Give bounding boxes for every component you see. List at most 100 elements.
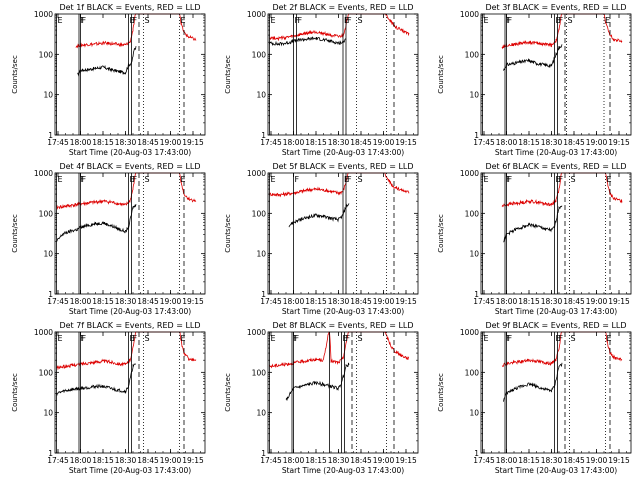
chart-title: Det 4f BLACK = Events, RED = LLD [59, 162, 200, 171]
x-tick-label: 18:15 [92, 297, 114, 306]
series-line [77, 46, 137, 77]
x-axis-label: Start Time (20-Aug-03 17:43:00) [495, 466, 617, 475]
event-marker-label: E [130, 175, 135, 184]
x-tick-label: 18:00 [70, 297, 92, 306]
x-tick-label: 18:45 [563, 456, 585, 465]
event-marker-label: E [556, 175, 561, 184]
y-tick-label: 100 [252, 50, 267, 59]
x-tick-label: 18:45 [350, 297, 372, 306]
event-marker-label: F [346, 334, 351, 343]
x-tick-label: 18:45 [350, 456, 372, 465]
event-marker-label: F [298, 16, 303, 25]
event-marker-label: F [133, 175, 138, 184]
event-marker-label: F [559, 175, 564, 184]
event-marker-label: E [484, 175, 489, 184]
event-marker-label: F [295, 16, 300, 25]
y-tick-label: 1000 [34, 169, 53, 178]
x-tick-label: 18:45 [563, 138, 585, 147]
chart-panel: Det 7f BLACK = Events, RED = LLD Counts/s… [11, 321, 206, 475]
chart-panel: Det 6f BLACK = Events, RED = LLD Counts/s… [437, 162, 632, 316]
x-tick-label: 18:15 [305, 138, 327, 147]
plot-frame [267, 172, 419, 295]
x-tick-label: 18:15 [92, 456, 114, 465]
chart-title: Det 1f BLACK = Events, RED = LLD [59, 3, 200, 12]
x-tick-label: 18:00 [283, 297, 305, 306]
event-marker-label: E [605, 16, 610, 25]
plot-frame [267, 13, 419, 136]
plot-frame [480, 172, 632, 295]
event-marker-label: E [58, 175, 63, 184]
chart-title: Det 9f BLACK = Events, RED = LLD [485, 321, 626, 330]
y-tick-label: 100 [252, 368, 267, 377]
chart-panel: Det 4f BLACK = Events, RED = LLD Counts/s… [11, 162, 206, 316]
y-axis-label: Counts/sec [224, 214, 232, 253]
x-tick-label: 19:15 [182, 138, 204, 147]
x-tick-label: 19:00 [586, 456, 608, 465]
x-tick-label: 18:00 [496, 297, 518, 306]
series-line [503, 205, 563, 243]
x-tick-label: 17:45 [47, 456, 69, 465]
chart-title: Det 8f BLACK = Events, RED = LLD [272, 321, 413, 330]
event-marker-label: E [181, 16, 186, 25]
y-tick-label: 1 [48, 290, 53, 299]
event-marker-label: S [358, 175, 363, 184]
y-tick-label: 10 [43, 91, 53, 100]
event-marker-label: S [358, 16, 363, 25]
event-marker-label: F [80, 175, 85, 184]
event-marker-label: E [58, 16, 63, 25]
x-tick-label: 19:15 [395, 297, 417, 306]
x-tick-label: 18:30 [115, 297, 137, 306]
x-tick-label: 19:15 [182, 297, 204, 306]
x-tick-label: 19:00 [373, 456, 395, 465]
x-tick-label: 19:00 [160, 138, 182, 147]
event-marker-label: E [130, 16, 135, 25]
series-line [56, 331, 197, 371]
x-tick-label: 19:00 [373, 297, 395, 306]
event-marker-label: E [271, 334, 276, 343]
y-tick-label: 1000 [34, 10, 53, 19]
event-marker-label: S [568, 16, 573, 25]
x-tick-label: 18:00 [496, 138, 518, 147]
y-tick-label: 1000 [247, 10, 266, 19]
y-tick-label: 100 [39, 50, 54, 59]
event-marker-label: F [508, 175, 513, 184]
event-marker-label: E [130, 334, 135, 343]
series-line [269, 36, 347, 47]
y-tick-label: 1000 [247, 169, 266, 178]
event-marker-label: F [347, 175, 352, 184]
series-line [269, 172, 410, 198]
event-marker-label: S [358, 334, 363, 343]
event-marker-label: F [133, 334, 138, 343]
x-tick-label: 17:45 [260, 297, 282, 306]
event-marker-label: F [82, 334, 87, 343]
y-tick-label: 1 [261, 449, 266, 458]
x-axis-label: Start Time (20-Aug-03 17:43:00) [282, 466, 404, 475]
x-tick-label: 19:15 [395, 456, 417, 465]
x-tick-label: 19:00 [160, 456, 182, 465]
x-tick-label: 19:15 [608, 456, 630, 465]
event-marker-label: F [506, 16, 511, 25]
y-tick-label: 10 [256, 250, 266, 259]
y-tick-label: 10 [43, 250, 53, 259]
y-tick-label: 100 [39, 209, 54, 218]
event-marker-label: E [607, 334, 612, 343]
x-tick-label: 19:00 [160, 297, 182, 306]
x-tick-label: 18:00 [70, 456, 92, 465]
y-axis-label: Counts/sec [11, 55, 19, 94]
y-tick-label: 100 [465, 368, 480, 377]
event-marker-label: S [145, 334, 150, 343]
plot-frame [54, 13, 206, 136]
event-marker-label: E [181, 334, 186, 343]
chart-title: Det 7f BLACK = Events, RED = LLD [59, 321, 200, 330]
event-marker-label: F [80, 334, 85, 343]
event-marker-label: E [556, 16, 561, 25]
x-tick-label: 19:00 [586, 138, 608, 147]
y-tick-label: 1000 [247, 328, 266, 337]
series-line [56, 204, 137, 242]
x-tick-label: 17:45 [473, 297, 495, 306]
series-line [288, 203, 350, 228]
x-tick-label: 18:15 [518, 138, 540, 147]
chart-panel: Det 2f BLACK = Events, RED = LLD Counts/s… [224, 3, 419, 157]
y-axis-label: Counts/sec [224, 373, 232, 412]
x-axis-label: Start Time (20-Aug-03 17:43:00) [69, 148, 191, 157]
